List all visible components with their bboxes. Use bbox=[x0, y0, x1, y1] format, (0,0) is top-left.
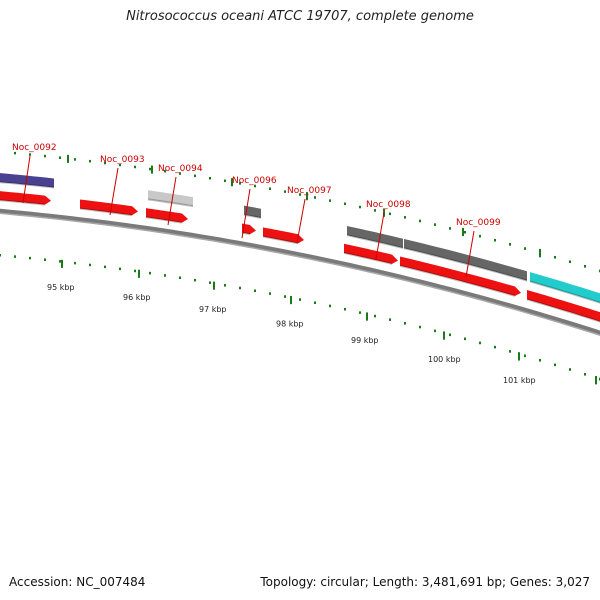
gene-feature-gray-shade bbox=[243, 213, 262, 219]
gene-feature-purple-shade bbox=[0, 181, 55, 189]
scale-label: 99 kbp bbox=[351, 336, 379, 345]
cds-arrow-shade bbox=[145, 216, 183, 224]
gene-label-leader bbox=[22, 155, 31, 204]
gene-feature-gray[interactable] bbox=[244, 205, 261, 218]
gene-label[interactable]: Noc_0092 bbox=[12, 143, 57, 153]
gene-feature-gray[interactable] bbox=[347, 225, 403, 248]
accession-text: Accession: NC_007484 bbox=[9, 575, 146, 589]
scale-label: 96 kbp bbox=[123, 293, 151, 302]
cds-arrow[interactable] bbox=[80, 199, 138, 216]
cds-arrow[interactable] bbox=[263, 227, 304, 244]
cds-arrow-shade bbox=[241, 231, 251, 236]
gene-label[interactable]: Noc_0093 bbox=[100, 155, 145, 165]
backbone-line bbox=[0, 208, 600, 336]
gene-label[interactable]: Noc_0094 bbox=[158, 164, 203, 174]
cds-arrow[interactable] bbox=[527, 289, 600, 322]
gene-label-leader bbox=[167, 176, 177, 226]
gene-feature-cyan-shade bbox=[529, 280, 600, 304]
backbone-highlight bbox=[0, 212, 600, 336]
gene-feature-lightgray-shade bbox=[147, 198, 194, 208]
topology-text: Topology: circular; Length: 3,481,691 bp… bbox=[260, 575, 590, 589]
gene-label[interactable]: Noc_0097 bbox=[287, 186, 332, 196]
cds-arrow[interactable] bbox=[0, 190, 51, 205]
scale-label: 97 kbp bbox=[199, 305, 227, 314]
gene-label-leader bbox=[375, 212, 385, 260]
gene-label[interactable]: Noc_0096 bbox=[232, 176, 277, 186]
gene-label-leader bbox=[296, 198, 306, 244]
cds-arrow-shade bbox=[343, 251, 393, 265]
gene-feature-gray-shade bbox=[403, 247, 528, 282]
scale-label: 95 kbp bbox=[47, 283, 75, 292]
genome-title: Nitrosococcus oceani ATCC 19707, complet… bbox=[126, 9, 474, 24]
cds-arrow-shade bbox=[79, 207, 133, 217]
cds-arrow[interactable] bbox=[242, 223, 256, 235]
cds-arrow[interactable] bbox=[344, 243, 398, 264]
cds-arrow-shade bbox=[0, 199, 46, 206]
cds-arrow-shade bbox=[262, 235, 299, 245]
gene-label-leader bbox=[109, 167, 119, 216]
cds-arrow[interactable] bbox=[146, 208, 188, 223]
gene-feature-lightgray[interactable] bbox=[148, 190, 193, 207]
cds-arrow[interactable] bbox=[400, 256, 521, 296]
gene-feature-cyan[interactable] bbox=[530, 272, 600, 306]
cds-arrow-shade bbox=[526, 298, 600, 323]
scale-label: 101 kbp bbox=[503, 376, 536, 385]
gene-label-leader bbox=[465, 230, 475, 278]
cds-arrow-shade bbox=[399, 264, 516, 297]
gene-feature-gray[interactable] bbox=[404, 238, 527, 281]
gene-feature-purple[interactable] bbox=[0, 172, 54, 188]
gene-label[interactable]: Noc_0098 bbox=[366, 200, 411, 210]
gene-label[interactable]: Noc_0099 bbox=[456, 218, 501, 228]
gene-label-leader bbox=[241, 188, 251, 239]
gene-feature-gray-shade bbox=[346, 234, 404, 249]
scale-label: 100 kbp bbox=[428, 355, 461, 364]
scale-label: 98 kbp bbox=[276, 320, 304, 329]
